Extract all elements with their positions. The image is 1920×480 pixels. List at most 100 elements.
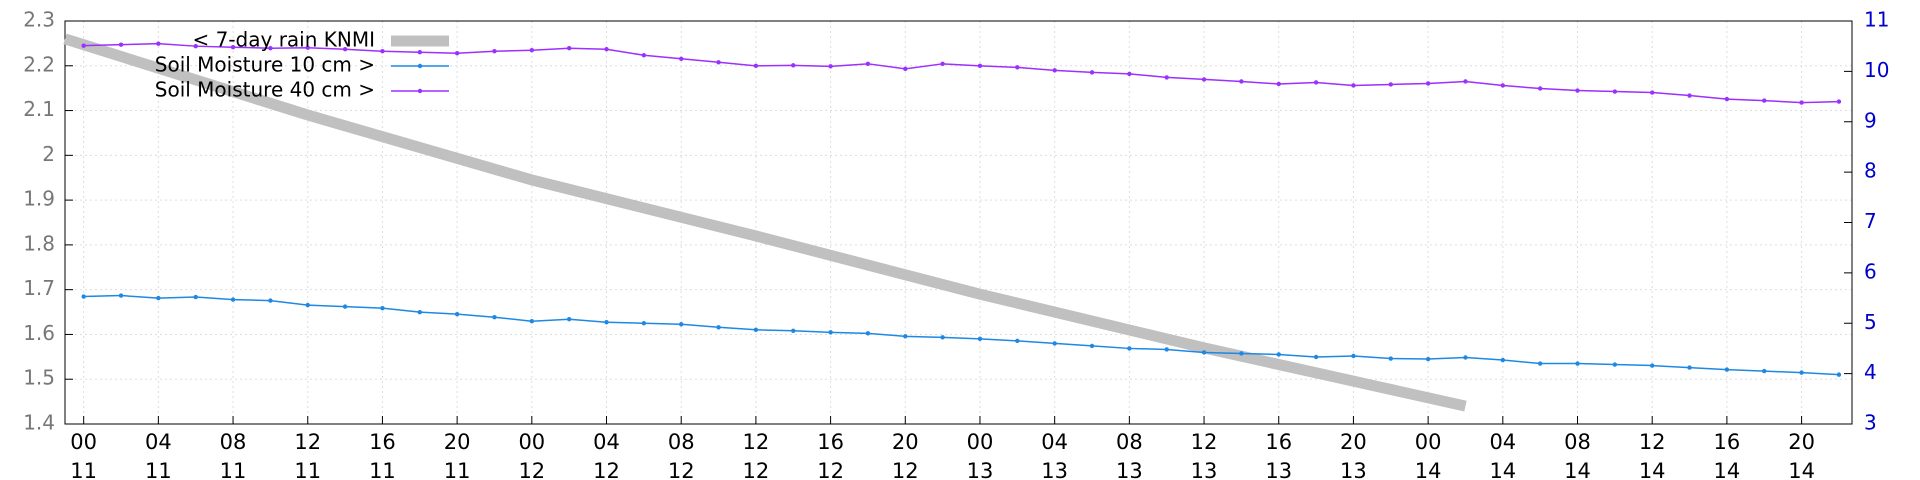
series-point: [1799, 100, 1804, 105]
x-tick-label: 00 13: [966, 430, 994, 480]
x-tick-label: 08 13: [1115, 430, 1143, 480]
series-point: [1351, 353, 1356, 359]
series-point: [1127, 71, 1132, 77]
series-point: [492, 49, 497, 54]
series-line: [83, 42, 1839, 104]
y2-tick-label: 11: [1864, 8, 1889, 32]
series-point: [1052, 68, 1057, 73]
series-point: [118, 293, 124, 298]
series-point: [1127, 346, 1132, 351]
series-point: [1612, 89, 1618, 94]
x-tick-label: 20 11: [443, 430, 471, 480]
x-tick-label: 08 11: [219, 430, 247, 480]
series-point: [641, 321, 647, 326]
series-point: [1799, 370, 1804, 375]
series-point: [1762, 368, 1767, 374]
series-point: [1313, 80, 1319, 85]
series-point: [753, 327, 759, 332]
series-point: [828, 330, 833, 335]
series-point: [529, 48, 535, 53]
series-point: [566, 46, 572, 51]
series-point: [1201, 77, 1207, 82]
series-point: [1351, 83, 1356, 88]
series-point: [454, 51, 460, 56]
series-point: [342, 47, 348, 52]
series-point: [1015, 338, 1020, 344]
y2-tick-label: 4: [1864, 360, 1877, 384]
series-point: [342, 304, 348, 309]
series-point: [230, 44, 236, 50]
x-tick-label: 16 11: [369, 430, 396, 480]
series-point: [1649, 363, 1655, 368]
series-point: [1089, 70, 1095, 75]
y2-tick-label: 3: [1864, 411, 1877, 435]
series-point: [679, 56, 684, 61]
series-point: [380, 49, 385, 54]
series-point: [268, 298, 273, 303]
series-point: [81, 43, 86, 48]
series-point: [417, 309, 422, 315]
series-point: [1649, 90, 1655, 95]
series-point: [492, 315, 497, 320]
x-tick-label: 08 14: [1564, 430, 1591, 480]
series-line: [83, 294, 1839, 376]
series-point: [1425, 356, 1431, 362]
series-point: [1724, 96, 1730, 102]
y-tick-label: 1.6: [23, 321, 55, 345]
series-line: [63, 33, 1467, 412]
series-point: [1500, 357, 1506, 363]
series-point: [977, 63, 983, 69]
series-point: [1762, 98, 1767, 103]
y-tick-label: 2.2: [23, 52, 55, 76]
series-point: [1612, 362, 1618, 367]
series-point: [940, 61, 945, 67]
x-tick-label: 12 13: [1190, 430, 1218, 480]
series-point: [529, 319, 535, 324]
series-point: [305, 45, 310, 50]
series-point: [679, 322, 684, 327]
x-tick-label: 04 12: [593, 430, 620, 480]
y-tick-label: 1.4: [23, 411, 55, 435]
y-tick-label: 2.1: [23, 97, 55, 121]
legend-swatch-point: [417, 88, 423, 94]
y-tick-label: 1.5: [23, 366, 55, 390]
series-point: [865, 61, 871, 67]
series-point: [193, 43, 198, 49]
series-point: [1724, 367, 1730, 372]
y-tick-label: 1.9: [23, 187, 55, 211]
series-point: [1276, 352, 1281, 357]
series-point: [1201, 350, 1207, 355]
x-tick-label: 12 12: [742, 430, 770, 480]
series-point: [1537, 361, 1543, 366]
x-tick-label: 20 13: [1340, 430, 1367, 480]
series-point: [1239, 351, 1244, 356]
series-point: [1836, 372, 1842, 377]
series-point: [604, 320, 609, 325]
series-point: [305, 302, 310, 308]
y2-tick-label: 8: [1864, 159, 1877, 183]
series-point: [1164, 347, 1169, 352]
series-point: [1388, 82, 1393, 87]
series-point: [716, 325, 721, 330]
series-point: [118, 42, 124, 47]
series-point: [641, 53, 647, 58]
series-point: [1015, 65, 1020, 70]
y-tick-label: 1.8: [23, 231, 55, 255]
series-point: [1836, 99, 1842, 104]
series-point: [753, 63, 759, 69]
plot-frame: [64, 20, 1853, 425]
series-point: [604, 47, 609, 52]
legend-label: Soil Moisture 10 cm >: [155, 53, 375, 77]
series-point: [1575, 88, 1580, 93]
x-tick-label: 12 11: [294, 430, 322, 480]
series-point: [417, 50, 422, 55]
series-point: [1575, 361, 1580, 366]
x-tick-label: 08 12: [667, 430, 695, 480]
x-tick-label: 00 14: [1414, 430, 1442, 480]
x-tick-label: 04 11: [144, 430, 172, 480]
series-point: [1313, 354, 1319, 360]
series-point: [1052, 341, 1057, 346]
y-tick-label: 2: [42, 142, 55, 166]
series-point: [1276, 81, 1281, 87]
